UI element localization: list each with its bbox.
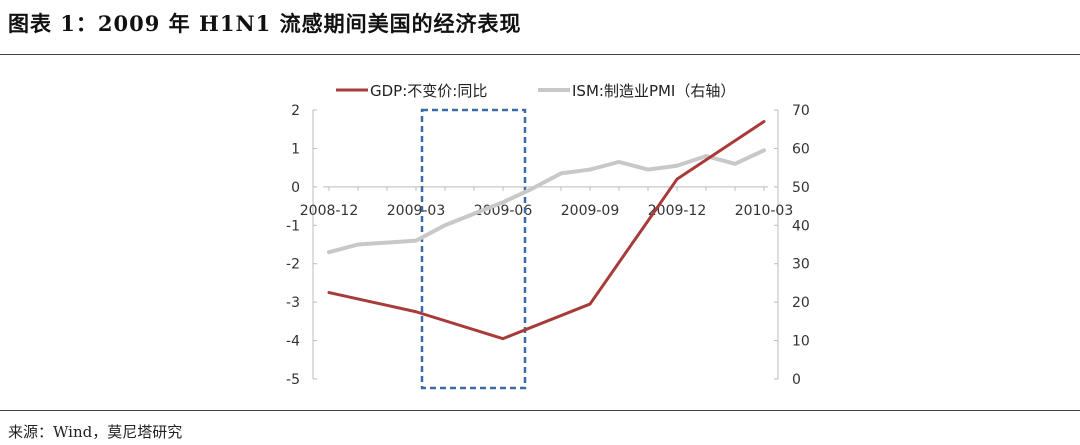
pmi-line bbox=[327, 148, 766, 255]
left-axis: 2 1 0 -1 -2 -3 -4 -5 bbox=[286, 103, 317, 388]
left-tick-label: -3 bbox=[286, 295, 300, 311]
highlight-group bbox=[420, 108, 527, 390]
right-tick-label: 0 bbox=[792, 372, 801, 388]
left-tick-label: -5 bbox=[286, 372, 300, 388]
pmi-point bbox=[646, 168, 650, 171]
x-tick-label: 2009-09 bbox=[561, 203, 620, 219]
right-tick-label: 50 bbox=[792, 180, 810, 196]
left-tick-label: 0 bbox=[291, 180, 300, 196]
x-axis: 2008-12 2009-03 2009-06 2009-09 2009-12 2010-… bbox=[300, 186, 794, 219]
gdp-point bbox=[414, 310, 418, 313]
pmi-point bbox=[617, 160, 621, 164]
x-tick-label: 2009-12 bbox=[648, 203, 707, 219]
right-tick-label: 30 bbox=[792, 257, 810, 273]
gdp-line bbox=[327, 120, 766, 341]
legend-label-gdp: GDP:不变价:同比 bbox=[370, 82, 487, 100]
bottom-rule bbox=[0, 410, 1080, 411]
right-tick-label: 40 bbox=[792, 218, 810, 234]
right-tick-label: 10 bbox=[792, 334, 810, 350]
gdp-point bbox=[588, 302, 592, 306]
x-tick-label: 2008-12 bbox=[300, 203, 359, 219]
pmi-point bbox=[501, 201, 505, 204]
x-tick-label: 2010-03 bbox=[735, 203, 794, 219]
pmi-point bbox=[443, 224, 447, 227]
left-tick-label: 2 bbox=[291, 103, 300, 119]
pmi-point bbox=[762, 149, 766, 152]
gdp-point bbox=[762, 120, 766, 123]
right-axis: 70 60 50 40 30 20 10 0 bbox=[774, 103, 810, 388]
figure-title: 图表 1：2009 年 H1N1 流感期间美国的经济表现 bbox=[8, 11, 522, 36]
pmi-point bbox=[356, 243, 360, 246]
left-tick-label: -2 bbox=[286, 257, 300, 273]
pmi-point bbox=[733, 162, 737, 165]
top-rule bbox=[0, 54, 1080, 55]
gdp-point bbox=[501, 337, 505, 340]
right-tick-label: 60 bbox=[792, 141, 810, 157]
pmi-point bbox=[414, 239, 418, 242]
pmi-point bbox=[385, 241, 389, 244]
highlight-box bbox=[420, 108, 527, 390]
pmi-point bbox=[327, 250, 331, 254]
pmi-point bbox=[559, 172, 563, 175]
right-tick-label: 70 bbox=[792, 103, 810, 119]
source-note: 来源：Wind，莫尼塔研究 bbox=[8, 423, 183, 441]
pmi-point bbox=[472, 212, 476, 215]
series-lines bbox=[327, 120, 766, 341]
pmi-point bbox=[704, 154, 708, 158]
legend-label-pmi: ISM:制造业PMI（右轴） bbox=[572, 82, 735, 100]
right-tick-label: 20 bbox=[792, 295, 810, 311]
left-tick-label: 1 bbox=[291, 141, 300, 157]
left-tick-label: -4 bbox=[286, 334, 300, 350]
pmi-point bbox=[530, 187, 534, 190]
gdp-point bbox=[327, 291, 331, 294]
pmi-point bbox=[675, 164, 679, 167]
x-tick-label: 2009-03 bbox=[387, 203, 446, 219]
left-tick-label: -1 bbox=[286, 218, 300, 234]
gdp-point bbox=[675, 177, 679, 181]
pmi-point bbox=[588, 168, 592, 171]
legend: GDP:不变价:同比 ISM:制造业PMI（右轴） bbox=[336, 82, 735, 100]
